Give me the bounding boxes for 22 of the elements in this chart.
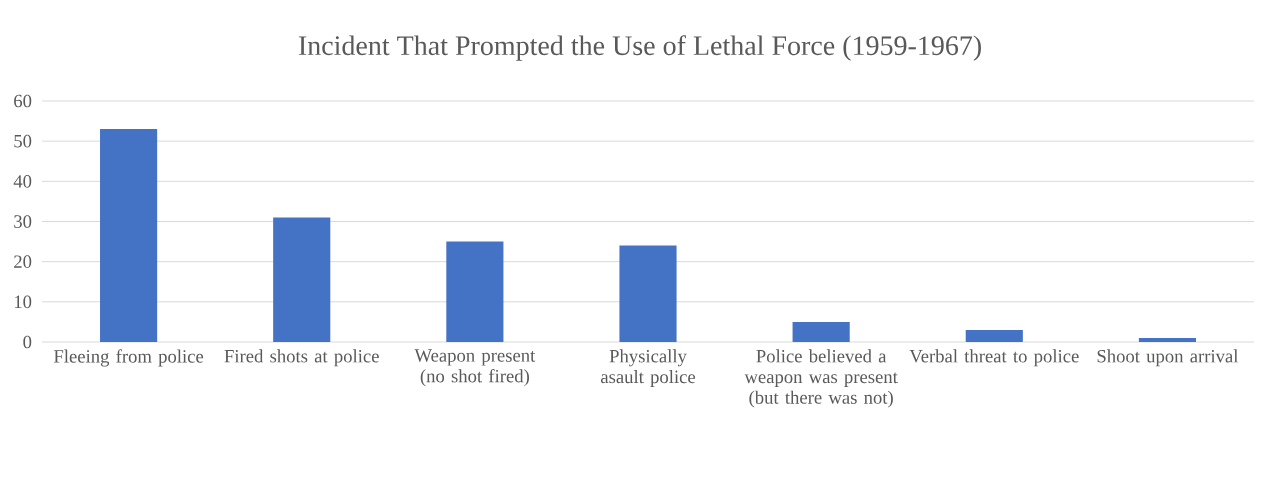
x-tick-label: Shoot upon arrival (1097, 349, 1239, 367)
y-tick-label: 0 (23, 335, 32, 349)
y-tick-label: 30 (14, 215, 32, 228)
bar (446, 241, 504, 342)
y-tick-label: 40 (13, 175, 32, 188)
bar (1138, 337, 1196, 342)
bar (273, 217, 331, 342)
bar (792, 321, 850, 342)
y-tick-label: 60 (14, 94, 32, 108)
x-tick-label: Fired shots at police (224, 349, 379, 367)
x-tick-label: Weapon present (no shot fired) (414, 349, 536, 387)
x-tick-label: Police believed a weapon was present (but there was not) (744, 349, 898, 408)
y-tick-label: 20 (14, 255, 32, 268)
y-tick-label: 10 (14, 295, 32, 309)
x-tick-label: Physically asault police (600, 349, 696, 387)
chart-title: Incident That Prompted the Use of Lethal Force (1959-1967) (298, 35, 981, 61)
bar (619, 245, 677, 342)
y-tick-label: 50 (14, 134, 32, 148)
x-tick-label: Fleeing from police (53, 349, 204, 367)
bar (100, 129, 158, 342)
x-tick-label: Verbal threat to police (909, 349, 1079, 367)
bar (965, 329, 1023, 342)
